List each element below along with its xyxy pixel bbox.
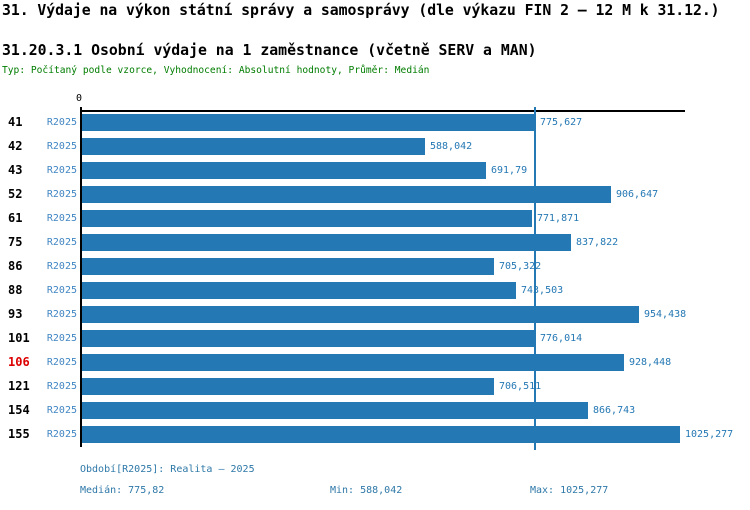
meta-line: Typ: Počítaný podle vzorce, Vyhodnocení:…: [2, 65, 430, 76]
row-series-label: R2025: [46, 405, 77, 416]
bar-value-label: 837,822: [576, 237, 619, 248]
bar-row: 88 R2025 743,503: [0, 282, 750, 299]
row-series-label: R2025: [46, 237, 77, 248]
bar-value-label: 743,503: [521, 285, 564, 296]
bar-value-label: 928,448: [629, 357, 672, 368]
x-axis-zero-label: 0: [75, 93, 83, 104]
row-category-label: 121: [8, 379, 30, 393]
page-subtitle: 31.20.3.1 Osobní výdaje na 1 zaměstnance…: [2, 42, 537, 59]
row-category-label: 61: [8, 211, 23, 225]
row-category-label: 106: [8, 355, 30, 369]
row-series-label: R2025: [46, 333, 77, 344]
footer-min-stat: Min: 588,042: [330, 485, 403, 496]
bar-row: 101 R2025 776,014: [0, 330, 750, 347]
bar: [82, 210, 532, 227]
bar-row: 42 R2025 588,042: [0, 138, 750, 155]
bar-row: 75 R2025 837,822: [0, 234, 750, 251]
bar-row: 41 R2025 775,627: [0, 114, 750, 131]
row-category-label: 155: [8, 427, 30, 441]
y-axis-line: [80, 107, 82, 447]
footer-max-stat: Max: 1025,277: [530, 485, 609, 496]
bar-value-label: 866,743: [593, 405, 636, 416]
bar-row: 43 R2025 691,79: [0, 162, 750, 179]
row-category-label: 42: [8, 139, 23, 153]
bar: [82, 162, 486, 179]
bar-value-label: 906,647: [616, 189, 659, 200]
bar: [82, 378, 494, 395]
row-series-label: R2025: [46, 141, 77, 152]
bar-value-label: 588,042: [430, 141, 473, 152]
bar-row: 106 R2025 928,448: [0, 354, 750, 371]
bar-row: 52 R2025 906,647: [0, 186, 750, 203]
bar-row: 121 R2025 706,511: [0, 378, 750, 395]
row-category-label: 52: [8, 187, 23, 201]
bar: [82, 186, 611, 203]
bar: [82, 354, 624, 371]
row-category-label: 93: [8, 307, 23, 321]
bar: [82, 282, 516, 299]
row-category-label: 88: [8, 283, 23, 297]
x-axis-line: [80, 110, 685, 112]
row-category-label: 101: [8, 331, 30, 345]
bar: [82, 426, 680, 443]
page-title: 31. Výdaje na výkon státní správy a samo…: [2, 2, 720, 19]
bar-row: 93 R2025 954,438: [0, 306, 750, 323]
row-category-label: 75: [8, 235, 23, 249]
bar-row: 61 R2025 771,871: [0, 210, 750, 227]
row-series-label: R2025: [46, 357, 77, 368]
bar-value-label: 954,438: [644, 309, 687, 320]
row-series-label: R2025: [46, 189, 77, 200]
bar-row: 155 R2025 1025,277: [0, 426, 750, 443]
bar-row: 86 R2025 705,322: [0, 258, 750, 275]
row-series-label: R2025: [46, 165, 77, 176]
row-category-label: 154: [8, 403, 30, 417]
row-series-label: R2025: [46, 309, 77, 320]
median-line: [534, 107, 536, 450]
bar-value-label: 691,79: [491, 165, 528, 176]
row-category-label: 86: [8, 259, 23, 273]
bar: [82, 114, 535, 131]
row-series-label: R2025: [46, 213, 77, 224]
bar: [82, 258, 494, 275]
bar-value-label: 705,322: [499, 261, 542, 272]
bar: [82, 402, 588, 419]
bar: [82, 234, 571, 251]
bar-row: 154 R2025 866,743: [0, 402, 750, 419]
row-series-label: R2025: [46, 429, 77, 440]
bar-value-label: 706,511: [499, 381, 542, 392]
bar: [82, 138, 425, 155]
row-series-label: R2025: [46, 381, 77, 392]
bar-value-label: 771,871: [537, 213, 580, 224]
bar-value-label: 1025,277: [685, 429, 734, 440]
bar-value-label: 776,014: [540, 333, 583, 344]
bar: [82, 330, 535, 347]
row-series-label: R2025: [46, 117, 77, 128]
row-category-label: 41: [8, 115, 23, 129]
bar-value-label: 775,627: [540, 117, 583, 128]
row-category-label: 43: [8, 163, 23, 177]
row-series-label: R2025: [46, 285, 77, 296]
footer-median-stat: Medián: 775,82: [80, 485, 165, 496]
row-series-label: R2025: [46, 261, 77, 272]
footer-period-label: Období[R2025]: Realita – 2025: [80, 464, 255, 475]
bar: [82, 306, 639, 323]
